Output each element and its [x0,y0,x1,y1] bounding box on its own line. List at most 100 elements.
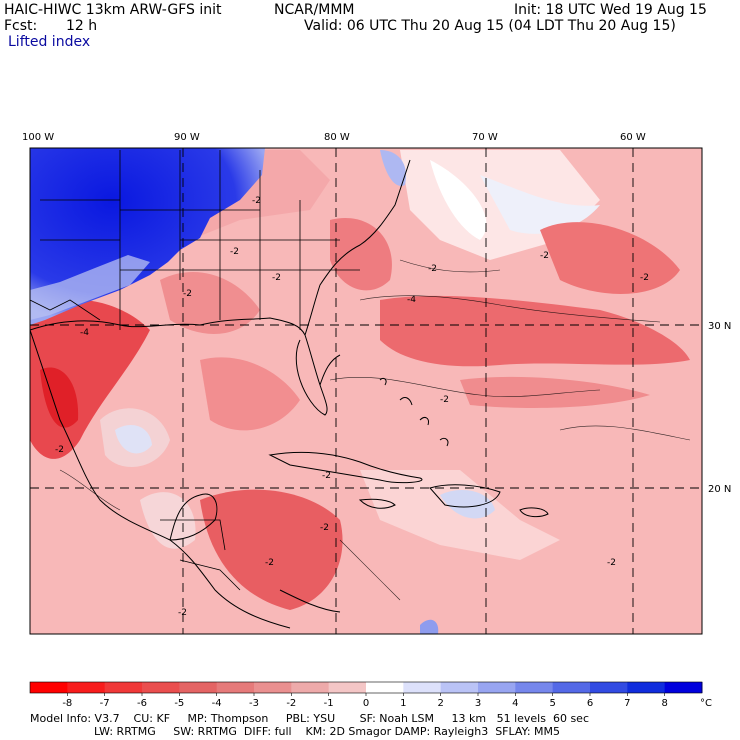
colorbar-tick-label: 8 [661,698,667,709]
colorbar-tick-label: 1 [400,698,406,709]
moderate-region [540,222,680,294]
pale-region [140,492,196,549]
contour-label: -2 [320,523,329,533]
map-frame [29,147,703,635]
colorbar-swatch [664,682,703,693]
moderate-region [380,295,690,367]
white-region [480,175,600,234]
colorbar-tick-label: -7 [100,698,110,709]
lon-label-60w: 60 W [620,132,646,143]
strong-region [40,367,79,428]
colorbar-tick-label: 0 [363,698,369,709]
contour-label: -2 [607,558,616,568]
init-time: Init: 18 UTC Wed 19 Aug 15 [514,2,707,18]
colorbar-tick-label: 3 [475,698,481,709]
light-blue-region [380,150,406,186]
light-blue-region [420,619,439,634]
colorbar-tick-label: -1 [324,698,334,709]
contour-label: -2 [428,264,437,274]
contour [59,469,121,511]
model-info-line1: Model Info: V3.7 CU: KF MP: Thompson PBL… [30,712,590,725]
colorbar: -8 -7 -6 -5 -4 -3 -2 -1 0 1 2 3 4 5 6 7 8 °C [29,681,712,709]
model-title: HAIC-HIWC 13km ARW-GFS init [4,2,222,18]
contour-label: -2 [252,196,261,206]
colorbar-swatch [67,682,106,693]
state-borders [30,150,360,591]
colorbar-tick-label: 6 [587,698,593,709]
jamaica [358,498,396,509]
moderate-region [200,357,300,431]
gulf-coast [30,317,328,416]
contour-labels: -2 -2 -2 -2 -2 -2 -4 -4 -2 -2 -2 -2 -2 -… [55,196,649,618]
colorbar-tick-label: -8 [62,698,72,709]
contour-label: -2 [272,273,281,283]
white-region [115,425,152,454]
colorbar-swatch [254,682,292,693]
colorbar-swatch [440,682,479,693]
colorbar-swatch [627,682,666,693]
lat-label-20n: 20 N [708,484,731,495]
contour [399,259,501,273]
colorbar-tick-label: 5 [549,698,555,709]
honduras-coast [279,589,341,613]
florida-west [319,354,341,386]
lon-label-70w: 70 W [472,132,498,143]
contour-label: -2 [265,558,274,568]
colorbar-swatch [104,682,143,693]
colorbar-unit: °C [700,698,712,709]
contour-label: -2 [640,273,649,283]
mexico-coast [30,329,291,629]
lon-label-80w: 80 W [324,132,350,143]
coastlines [30,159,549,629]
strong-region [200,489,343,610]
moderate-region [330,218,392,291]
colorbar-tick-label: 2 [437,698,443,709]
pale-region [360,470,560,560]
colorbar-swatch [366,682,404,693]
contour-label: -2 [230,247,239,257]
contour-label: -2 [540,251,549,261]
atlantic-coast [304,159,411,336]
bahamas [379,377,449,447]
colorbar-swatch [403,682,442,693]
national-borders [30,299,241,591]
colorbar-tick-label: 4 [512,698,518,709]
colorbar-swatch [515,682,554,693]
light-blue-region [440,490,495,519]
white-region [430,160,487,240]
contour-label: -2 [440,395,449,405]
colorbar-tick-label: 7 [624,698,630,709]
colorbar-swatch [216,682,255,693]
contour-label: -2 [183,289,192,299]
colorbar-swatch [328,682,367,693]
map-field: -2 -2 -2 -2 -2 -2 -4 -4 -2 -2 -2 -2 -2 -… [30,148,702,634]
colorbar-tick-label: -3 [249,698,259,709]
hispaniola [429,484,501,508]
model-info-line2: LW: RRTMG SW: RRTMG DIFF: full KM: 2D Sm… [94,725,560,738]
field-name: Lifted index [8,34,91,50]
contour-label: -4 [80,328,89,338]
lat-label-30n: 30 N [708,321,731,332]
colorbar-swatch [478,682,516,693]
moderate-region [160,271,260,334]
org-label: NCAR/MMM [274,2,355,18]
moderate-region [460,376,650,408]
lon-label-90w: 90 W [174,132,200,143]
contour-label: -2 [55,445,64,455]
forecast-hour: 12 h [66,18,98,34]
colorbar-swatch [291,682,330,693]
contour [329,377,601,397]
contour-lines [59,259,691,601]
state-lines [40,150,360,330]
colorbar-tick-label: -2 [286,698,296,709]
puerto-rico [519,507,549,518]
forecast-label: Fcst: [4,18,38,34]
contour [359,295,661,323]
colorbar-swatch [552,682,591,693]
lon-label-100w: 100 W [22,132,54,143]
colorbar-swatch [142,682,180,693]
colorbar-tick-label: -5 [174,698,184,709]
colorbar-tick-label: -6 [137,698,147,709]
contour [339,539,401,601]
